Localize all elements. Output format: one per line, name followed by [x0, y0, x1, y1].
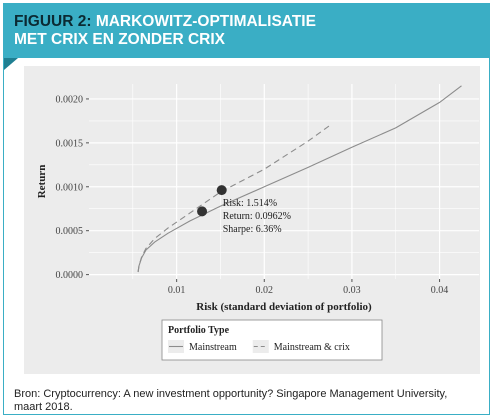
figure-label: FIGUUR 2: — [14, 13, 92, 30]
y-tick-label: 0.0015 — [56, 138, 84, 149]
y-tick-label: 0.0005 — [56, 226, 84, 237]
figure-card: FIGUUR 2: MARKOWITZ-OPTIMALISATIE MET CR… — [3, 3, 490, 415]
legend-label: Mainstream & crix — [274, 342, 350, 353]
y-axis-label: Return — [36, 165, 48, 199]
legend-title: Portfolio Type — [168, 325, 230, 336]
portfolio-point-2 — [216, 185, 227, 196]
annotation-line-3: Sharpe: 6.36% — [223, 224, 282, 235]
x-tick-label: 0.04 — [431, 285, 449, 296]
x-axis-label: Risk (standard deviation of portfolio) — [196, 301, 372, 313]
legend-box — [161, 319, 383, 361]
series-line-mainstream-crix — [137, 124, 331, 273]
x-tick-label: 0.03 — [343, 285, 361, 296]
x-tick-label: 0.02 — [256, 285, 274, 296]
plot-area — [89, 84, 479, 279]
source-citation: Bron: Cryptocurrency: A new investment o… — [14, 388, 448, 413]
x-tick-label: 0.01 — [168, 285, 186, 296]
y-tick-label: 0.0020 — [56, 94, 84, 105]
portfolio-point-1 — [197, 206, 208, 217]
annotation-line-2: Return: 0.0962% — [223, 211, 291, 222]
y-tick-label: 0.0010 — [56, 182, 84, 193]
chart-svg: 0.01 0.02 0.03 0.04 0.0000 0.0005 0.0010 0.0015… — [36, 84, 479, 361]
title-banner — [4, 4, 489, 58]
y-tick-label: 0.0000 — [56, 270, 84, 281]
title-line-2: MET CRIX EN ZONDER CRIX — [14, 31, 225, 48]
annotation-line-1: Risk: 1.514% — [223, 198, 277, 209]
banner-notch — [4, 58, 18, 70]
figure-title: FIGUUR 2: MARKOWITZ-OPTIMALISATIE MET CR… — [14, 13, 316, 49]
legend-label: Mainstream — [189, 342, 237, 353]
title-line-1: MARKOWITZ-OPTIMALISATIE — [95, 13, 316, 30]
